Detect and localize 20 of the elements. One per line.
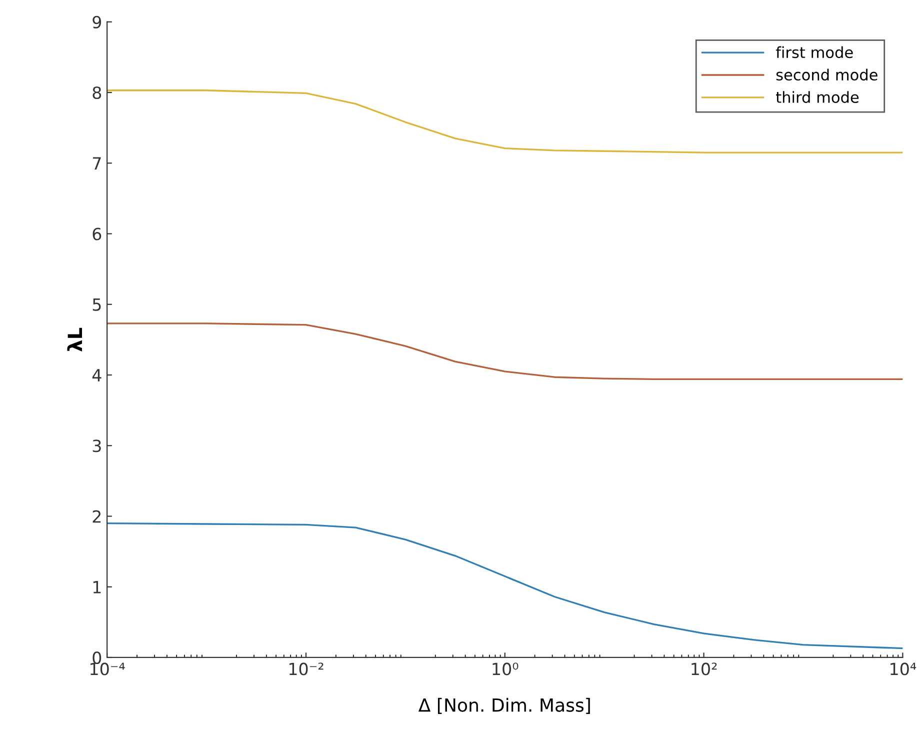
y-tick-label: 4 [92, 369, 102, 382]
y-tick-label: 3 [92, 440, 101, 452]
y-tick-label: 2 [92, 510, 101, 523]
legend-label: first mode [776, 46, 853, 58]
y-tick-label: 0 [92, 651, 102, 664]
x-tick-label: 10⁰ [492, 662, 518, 676]
x-tick-label: 10² [692, 662, 717, 676]
y-tick-label: 5 [92, 298, 101, 311]
y-tick-label: 9 [92, 16, 102, 28]
x-tick-label: 10⁻² [289, 662, 324, 676]
x-tick-label: 10⁴ [890, 662, 916, 676]
y-axis-title: λL [67, 328, 82, 352]
y-tick-label: 8 [92, 86, 102, 100]
y-tick-label: 6 [92, 228, 102, 240]
legend-label: third mode [776, 91, 859, 103]
legend-label: second mode [776, 68, 878, 81]
y-tick-label: 7 [92, 157, 101, 170]
x-axis-title: Δ [Non. Dim. Mass] [418, 698, 590, 714]
x-tick-label: 10⁻⁴ [90, 662, 125, 676]
y-tick-label: 1 [93, 581, 101, 594]
